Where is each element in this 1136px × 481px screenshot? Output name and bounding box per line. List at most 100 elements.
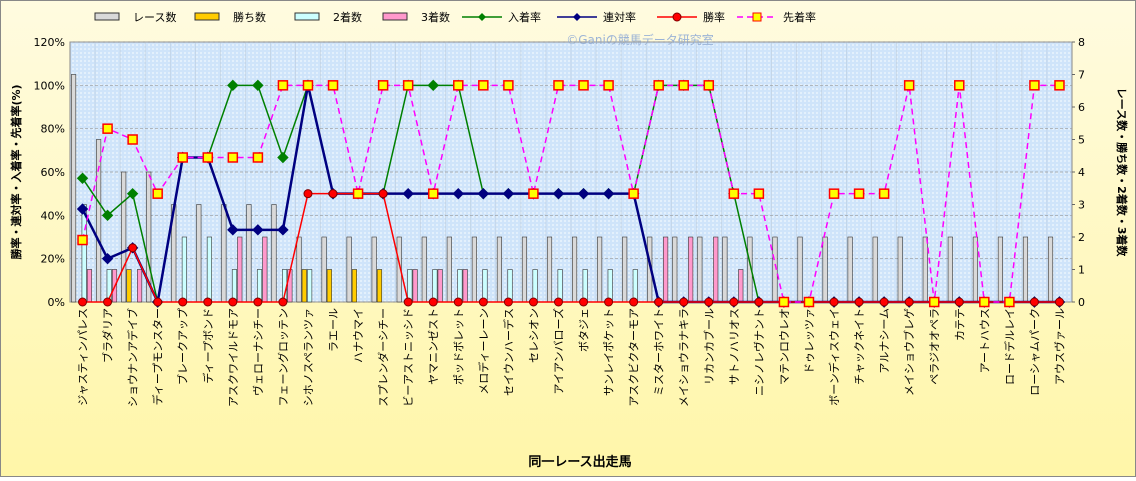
x-tick-label: スプレンダーシチー (376, 308, 390, 407)
line-marker (427, 79, 439, 92)
y-axis-title: 勝率・連対率・入着率・先着率(%) (9, 84, 23, 259)
x-tick-label: シホノスペランツァ (302, 308, 315, 406)
line-marker (903, 80, 915, 91)
line-marker (202, 152, 214, 163)
line-marker (153, 297, 163, 307)
bar (146, 171, 152, 303)
line-marker (478, 297, 488, 307)
bar (446, 236, 452, 303)
line-marker (252, 79, 264, 92)
bar (81, 204, 87, 303)
line-marker (629, 297, 639, 307)
x-tick-label: セレシオン (527, 308, 540, 363)
line-marker (101, 252, 114, 265)
line-marker (302, 80, 314, 91)
legend-marker (752, 12, 762, 22)
bar (972, 236, 978, 303)
line-marker (577, 187, 590, 200)
bar (457, 269, 463, 303)
bar (521, 236, 528, 303)
legend-label: 2着数 (333, 10, 362, 24)
x-tick-label: アウスヴァール (1052, 308, 1066, 385)
x-tick-label: アスクワイルドモア (227, 308, 240, 407)
line-marker (1054, 297, 1064, 307)
line-marker (227, 224, 239, 236)
line-marker (453, 297, 463, 307)
y-tick-label: 40% (41, 209, 65, 222)
bar (231, 269, 238, 303)
line-marker (704, 297, 714, 307)
bar (86, 269, 93, 303)
line-marker (1004, 296, 1015, 308)
bar (376, 269, 383, 303)
y2-tick-label: 2 (1078, 231, 1085, 244)
line-marker (203, 297, 213, 307)
line-marker (76, 203, 89, 215)
line-marker (553, 297, 563, 307)
line-marker (579, 297, 589, 307)
line-marker (954, 297, 964, 307)
x-tick-label: ペラジオオペラ (928, 308, 941, 385)
line-marker (1029, 80, 1040, 91)
x-tick-label: ポッドボレット (452, 308, 465, 385)
line-marker (854, 297, 864, 307)
y-tick-label: 80% (41, 123, 65, 136)
line-marker (653, 80, 664, 91)
bar (496, 236, 502, 303)
line-marker (503, 80, 514, 91)
bar (346, 236, 352, 303)
line-marker (753, 188, 765, 199)
line-marker (377, 80, 389, 91)
legend-label: 勝率 (703, 10, 725, 24)
line-marker (453, 80, 464, 91)
line-marker (227, 152, 239, 163)
legend-swatch (94, 12, 120, 21)
line-marker (126, 187, 139, 200)
x-tick-label: チャックネイト (853, 308, 866, 385)
x-tick-label: ブラダリア (101, 308, 115, 363)
legend-label: 連対率 (603, 10, 636, 24)
line-marker (904, 297, 914, 307)
line-marker (477, 187, 490, 200)
line-marker (979, 296, 990, 308)
x-tick-label: ボタジェ (578, 308, 591, 352)
bar (412, 269, 418, 303)
bar (947, 236, 953, 303)
y2-tick-label: 0 (1078, 296, 1085, 309)
line-marker (102, 123, 113, 134)
bar (71, 74, 77, 303)
line-marker (403, 297, 413, 307)
line-marker (628, 188, 639, 199)
x-tick-label: ジャスティンパレス (77, 308, 90, 406)
line-marker (252, 224, 264, 236)
line-marker (754, 297, 764, 307)
x-tick-label: ミスターホワイト (653, 308, 666, 396)
line-marker (878, 188, 890, 199)
x-tick-label: サンレイポケット (603, 308, 616, 396)
x-tick-label: アルナシーム (878, 308, 891, 374)
line-marker (603, 80, 614, 91)
watermark: ©Ganiの競馬データ研究室 (566, 32, 714, 47)
line (81, 84, 1060, 303)
bar (351, 269, 357, 303)
bar (221, 204, 227, 303)
bar (847, 236, 853, 303)
bar (546, 236, 553, 303)
bar (713, 236, 719, 303)
line-marker (252, 152, 264, 163)
bar (482, 269, 488, 303)
line-marker (528, 188, 539, 199)
bar (507, 269, 513, 303)
line-marker (829, 297, 839, 307)
y2-tick-label: 5 (1078, 134, 1085, 147)
legend-swatch (194, 12, 220, 21)
bar (997, 236, 1003, 303)
bar (663, 236, 669, 303)
line-marker (452, 187, 464, 200)
x-tick-label: リカンカブール (702, 308, 716, 385)
y-tick-label: 60% (41, 166, 65, 179)
legend-marker (573, 13, 581, 21)
bar (622, 236, 628, 303)
line-marker (879, 297, 889, 307)
